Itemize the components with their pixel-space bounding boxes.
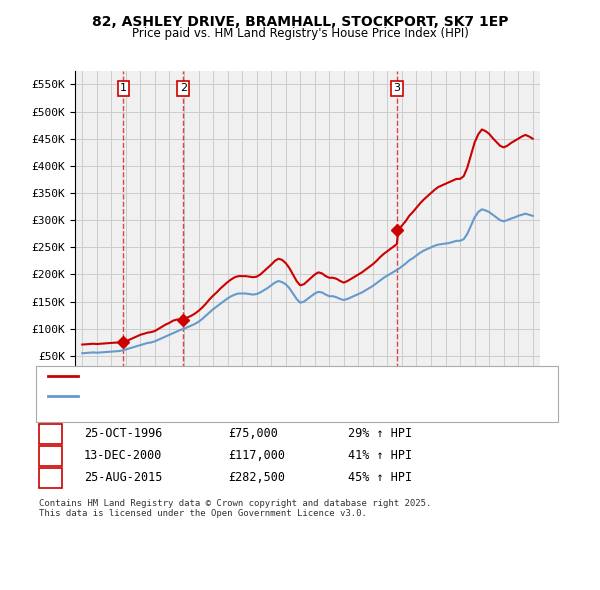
Text: 2: 2 <box>47 449 54 462</box>
Text: Price paid vs. HM Land Registry's House Price Index (HPI): Price paid vs. HM Land Registry's House … <box>131 27 469 40</box>
Text: 41% ↑ HPI: 41% ↑ HPI <box>348 449 412 462</box>
Text: 82, ASHLEY DRIVE, BRAMHALL, STOCKPORT, SK7 1EP (semi-detached house): 82, ASHLEY DRIVE, BRAMHALL, STOCKPORT, S… <box>81 372 481 381</box>
Text: HPI: Average price, semi-detached house, Stockport: HPI: Average price, semi-detached house,… <box>81 392 353 401</box>
Text: Contains HM Land Registry data © Crown copyright and database right 2025.
This d: Contains HM Land Registry data © Crown c… <box>39 499 431 518</box>
Text: 45% ↑ HPI: 45% ↑ HPI <box>348 471 412 484</box>
Text: 3: 3 <box>47 471 54 484</box>
Text: 29% ↑ HPI: 29% ↑ HPI <box>348 427 412 440</box>
Text: 1: 1 <box>47 427 54 440</box>
Text: 2: 2 <box>179 83 187 93</box>
Text: 13-DEC-2000: 13-DEC-2000 <box>84 449 163 462</box>
Text: £75,000: £75,000 <box>228 427 278 440</box>
Text: 3: 3 <box>394 83 400 93</box>
Text: £117,000: £117,000 <box>228 449 285 462</box>
Text: 1: 1 <box>120 83 127 93</box>
Text: 25-AUG-2015: 25-AUG-2015 <box>84 471 163 484</box>
Text: £282,500: £282,500 <box>228 471 285 484</box>
Text: 82, ASHLEY DRIVE, BRAMHALL, STOCKPORT, SK7 1EP: 82, ASHLEY DRIVE, BRAMHALL, STOCKPORT, S… <box>92 15 508 29</box>
Text: 25-OCT-1996: 25-OCT-1996 <box>84 427 163 440</box>
